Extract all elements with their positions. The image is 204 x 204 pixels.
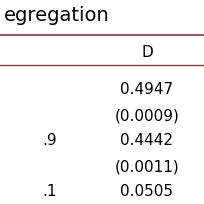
Text: .1: .1 [43,184,57,199]
Text: 0.0505: 0.0505 [120,184,173,199]
Text: (0.0009): (0.0009) [114,108,179,123]
Text: D: D [141,45,153,60]
Text: egregation: egregation [4,6,110,25]
Text: (0.0011): (0.0011) [114,159,179,174]
Text: .9: .9 [42,133,57,148]
Text: 0.4947: 0.4947 [120,82,173,97]
Text: 0.4442: 0.4442 [120,133,173,148]
